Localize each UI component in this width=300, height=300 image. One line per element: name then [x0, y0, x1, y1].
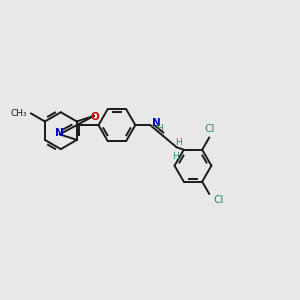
Text: H: H — [172, 152, 178, 161]
Text: H: H — [156, 124, 163, 133]
Text: O: O — [90, 112, 99, 122]
Text: N: N — [55, 128, 64, 138]
Text: CH₃: CH₃ — [11, 109, 27, 118]
Text: Cl: Cl — [213, 196, 223, 206]
Text: H: H — [175, 138, 182, 147]
Text: Cl: Cl — [204, 124, 214, 134]
Text: N: N — [152, 118, 161, 128]
